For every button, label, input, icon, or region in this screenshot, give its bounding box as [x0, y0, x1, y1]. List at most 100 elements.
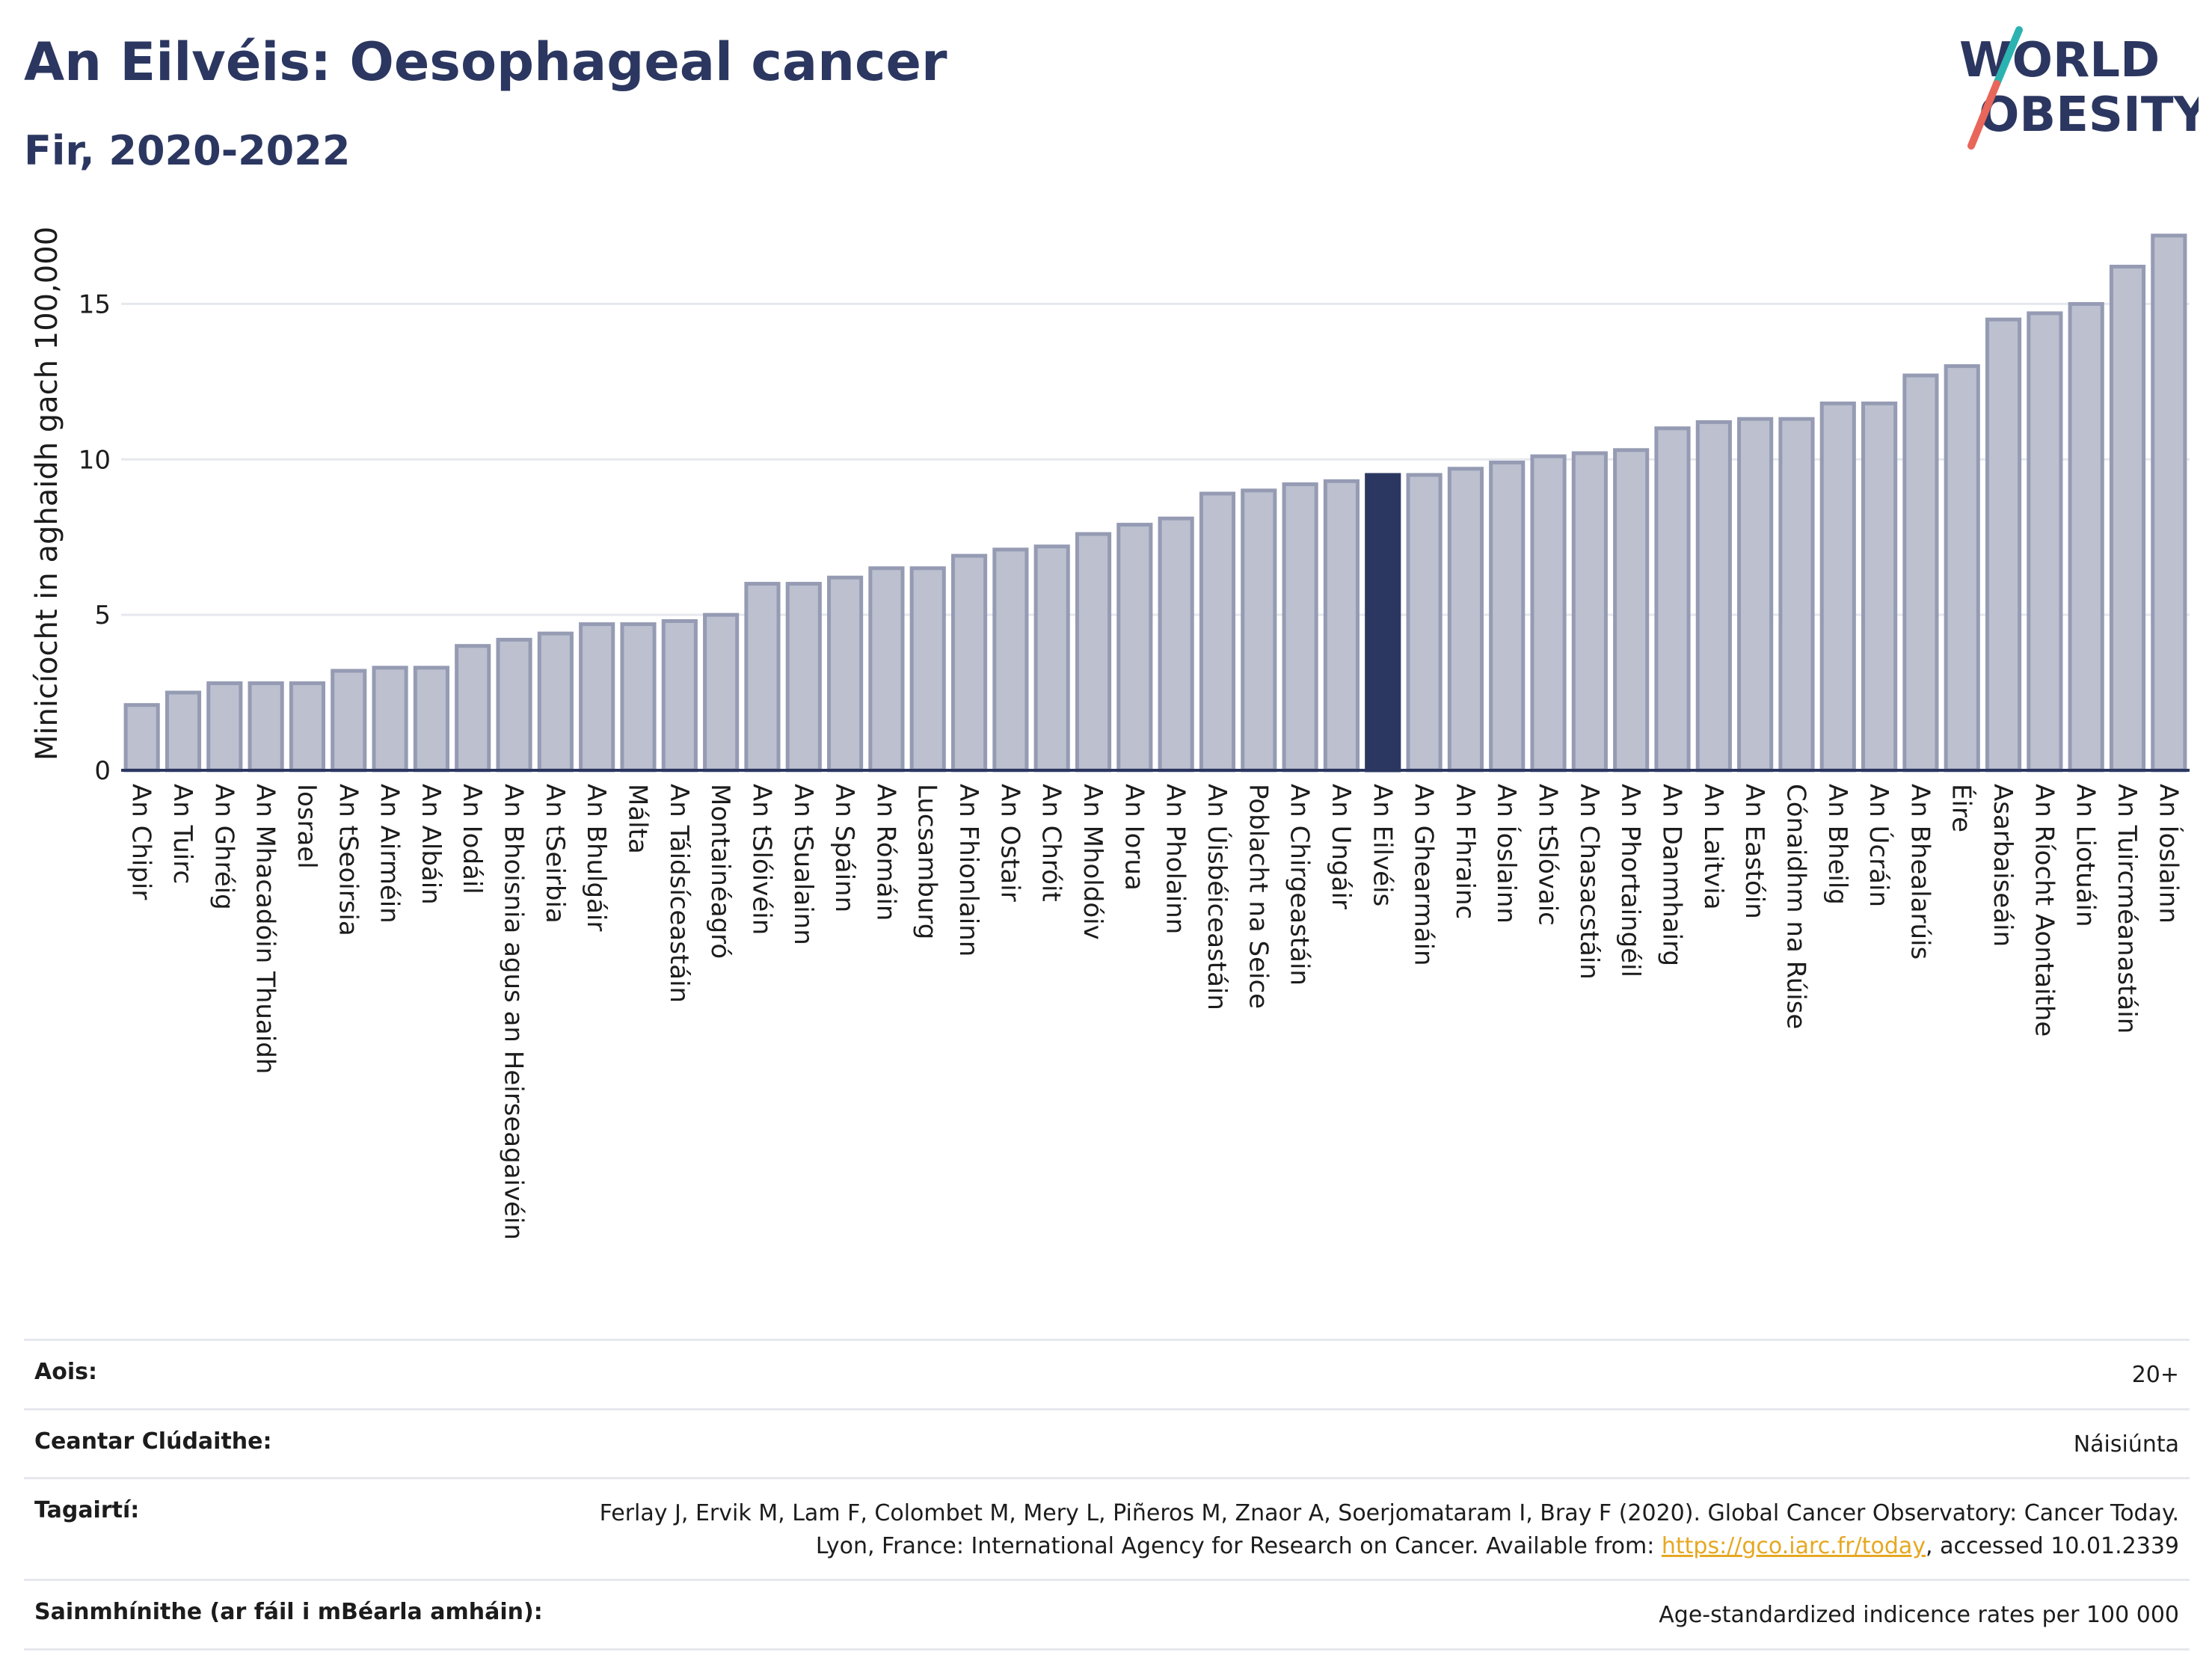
bar[interactable]: [455, 644, 491, 773]
x-axis-labels: An Chipir An Tuirc An Ghréig An Mhacadóin T…: [126, 784, 2184, 1240]
bar[interactable]: [1737, 417, 1774, 773]
x-tick-label: Málta: [623, 784, 653, 854]
reference-link[interactable]: https://gco.iarc.fr/today: [1661, 1532, 1926, 1559]
bar[interactable]: [1944, 364, 1980, 773]
bar[interactable]: [1861, 401, 1898, 773]
bar[interactable]: [1613, 448, 1650, 773]
bar[interactable]: [785, 582, 822, 773]
meta-row-references: Tagairtí: Ferlay J, Ervik M, Lam F, Colo…: [24, 1477, 2190, 1579]
bar[interactable]: [992, 547, 1029, 773]
x-tick-label: An Eilvéis: [1367, 784, 1397, 906]
bar[interactable]: [1199, 491, 1236, 773]
bar[interactable]: [2027, 311, 2063, 773]
bar[interactable]: [2151, 233, 2187, 773]
bar[interactable]: [1985, 317, 2022, 773]
chart-subtitle: Fir, 2020-2022: [24, 127, 351, 174]
x-tick-label: An tSlóvaic: [1533, 784, 1563, 926]
bar[interactable]: [496, 637, 532, 773]
x-tick-label: An Pholainn: [1161, 784, 1191, 934]
bar[interactable]: [2109, 265, 2146, 773]
bar[interactable]: [1241, 488, 1277, 773]
bar[interactable]: [289, 681, 326, 773]
bar[interactable]: [1489, 460, 1526, 773]
bar[interactable]: [909, 566, 946, 773]
bar[interactable]: [2068, 301, 2104, 773]
bar[interactable]: [537, 631, 574, 773]
bar[interactable]: [413, 666, 449, 773]
x-tick-label: An Ostair: [995, 784, 1024, 902]
y-tick-label: 5: [94, 601, 111, 630]
bar[interactable]: [1819, 401, 1856, 773]
bars: [123, 233, 2187, 773]
y-tick-label: 10: [79, 445, 111, 475]
bar[interactable]: [1695, 420, 1732, 773]
reference-text: Ferlay J, Ervik M, Lam F, Colombet M, Me…: [599, 1500, 2179, 1559]
x-tick-label: An Úisbéiceastáin: [1202, 784, 1232, 1010]
bar[interactable]: [868, 566, 905, 773]
x-tick-label: An Eastóin: [1739, 784, 1769, 919]
logo-text-obesity: OBESITY: [1979, 87, 2199, 143]
logo-text-world: WORLD: [1959, 33, 2160, 88]
x-tick-label: An Liotuáin: [2071, 784, 2101, 927]
bar[interactable]: [1778, 417, 1815, 773]
y-axis-ticks: 0 5 10 15: [79, 289, 111, 786]
bar[interactable]: [331, 669, 367, 773]
x-tick-label: An tSlóivéin: [746, 784, 776, 935]
bar[interactable]: [661, 618, 698, 773]
bar[interactable]: [1282, 482, 1318, 773]
x-tick-label: Éire: [1947, 784, 1977, 832]
bar[interactable]: [1033, 544, 1070, 773]
bar[interactable]: [579, 622, 615, 773]
reference-accessed: , accessed 10.01.2339: [1926, 1532, 2179, 1559]
x-tick-label: An Tuircméanastáin: [2112, 784, 2142, 1034]
bar[interactable]: [744, 582, 781, 773]
x-tick-label: An Tuirc: [168, 784, 197, 884]
x-tick-label: An Ghearmáin: [1409, 784, 1439, 966]
meta-label: Ceantar Clúdaithe:: [34, 1428, 272, 1455]
world-obesity-logo: WORLD OBESITY: [1959, 26, 2199, 150]
bar[interactable]: [248, 681, 284, 773]
x-tick-label: An Mhacadóin Thuaidh: [251, 784, 280, 1074]
x-tick-label: An Chipir: [126, 784, 156, 900]
bar[interactable]: [620, 622, 657, 773]
bar[interactable]: [1447, 467, 1484, 773]
x-tick-label: An Danmhairg: [1657, 784, 1687, 966]
bar[interactable]: [827, 575, 864, 773]
bar[interactable]: [1116, 523, 1153, 773]
meta-row-age: Aois: 20+: [24, 1339, 2190, 1408]
bar[interactable]: [1902, 373, 1939, 773]
y-tick-label: 0: [94, 756, 111, 786]
x-tick-label: An Bhulgáir: [581, 784, 611, 931]
bar[interactable]: [1406, 473, 1443, 773]
x-tick-label: An tSualainn: [788, 784, 818, 945]
x-tick-label: An Bhealarúis: [1905, 784, 1935, 959]
bar[interactable]: [1571, 451, 1608, 773]
x-tick-label: An Rómáin: [870, 784, 900, 921]
x-tick-label: An Albáin: [416, 784, 446, 905]
bar[interactable]: [165, 690, 202, 773]
bar[interactable]: [123, 703, 160, 773]
chart-title: An Eilvéis: Oesophageal cancer: [24, 31, 947, 93]
bar-highlight[interactable]: [1365, 473, 1401, 773]
bar[interactable]: [1530, 454, 1567, 773]
bar[interactable]: [206, 681, 243, 773]
logo-slash-teal: [1993, 26, 2023, 87]
meta-value: Age-standardized indicence rates per 100…: [1659, 1602, 2179, 1628]
bar[interactable]: [1654, 426, 1691, 773]
x-tick-label: An Ríocht Aontaithe: [2029, 784, 2059, 1037]
x-tick-label: An Ungáir: [1326, 784, 1356, 909]
x-tick-label: An Chirgeastáin: [1285, 784, 1315, 986]
x-tick-label: An Fhrainc: [1450, 784, 1480, 919]
x-tick-label: An tSeirbia: [540, 784, 570, 924]
bar[interactable]: [1075, 532, 1112, 773]
x-tick-label: An Ghréig: [209, 784, 239, 910]
meta-row-coverage: Ceantar Clúdaithe: Náisiúnta: [24, 1407, 2190, 1478]
x-tick-label: An Íoslainn: [1491, 784, 1522, 924]
meta-label: Tagairtí:: [34, 1497, 140, 1523]
x-tick-label: An Phortaingéil: [1615, 784, 1645, 977]
bar[interactable]: [1323, 479, 1360, 773]
bar[interactable]: [703, 612, 740, 773]
bar[interactable]: [372, 666, 408, 773]
bar[interactable]: [950, 553, 988, 773]
bar[interactable]: [1158, 516, 1194, 773]
